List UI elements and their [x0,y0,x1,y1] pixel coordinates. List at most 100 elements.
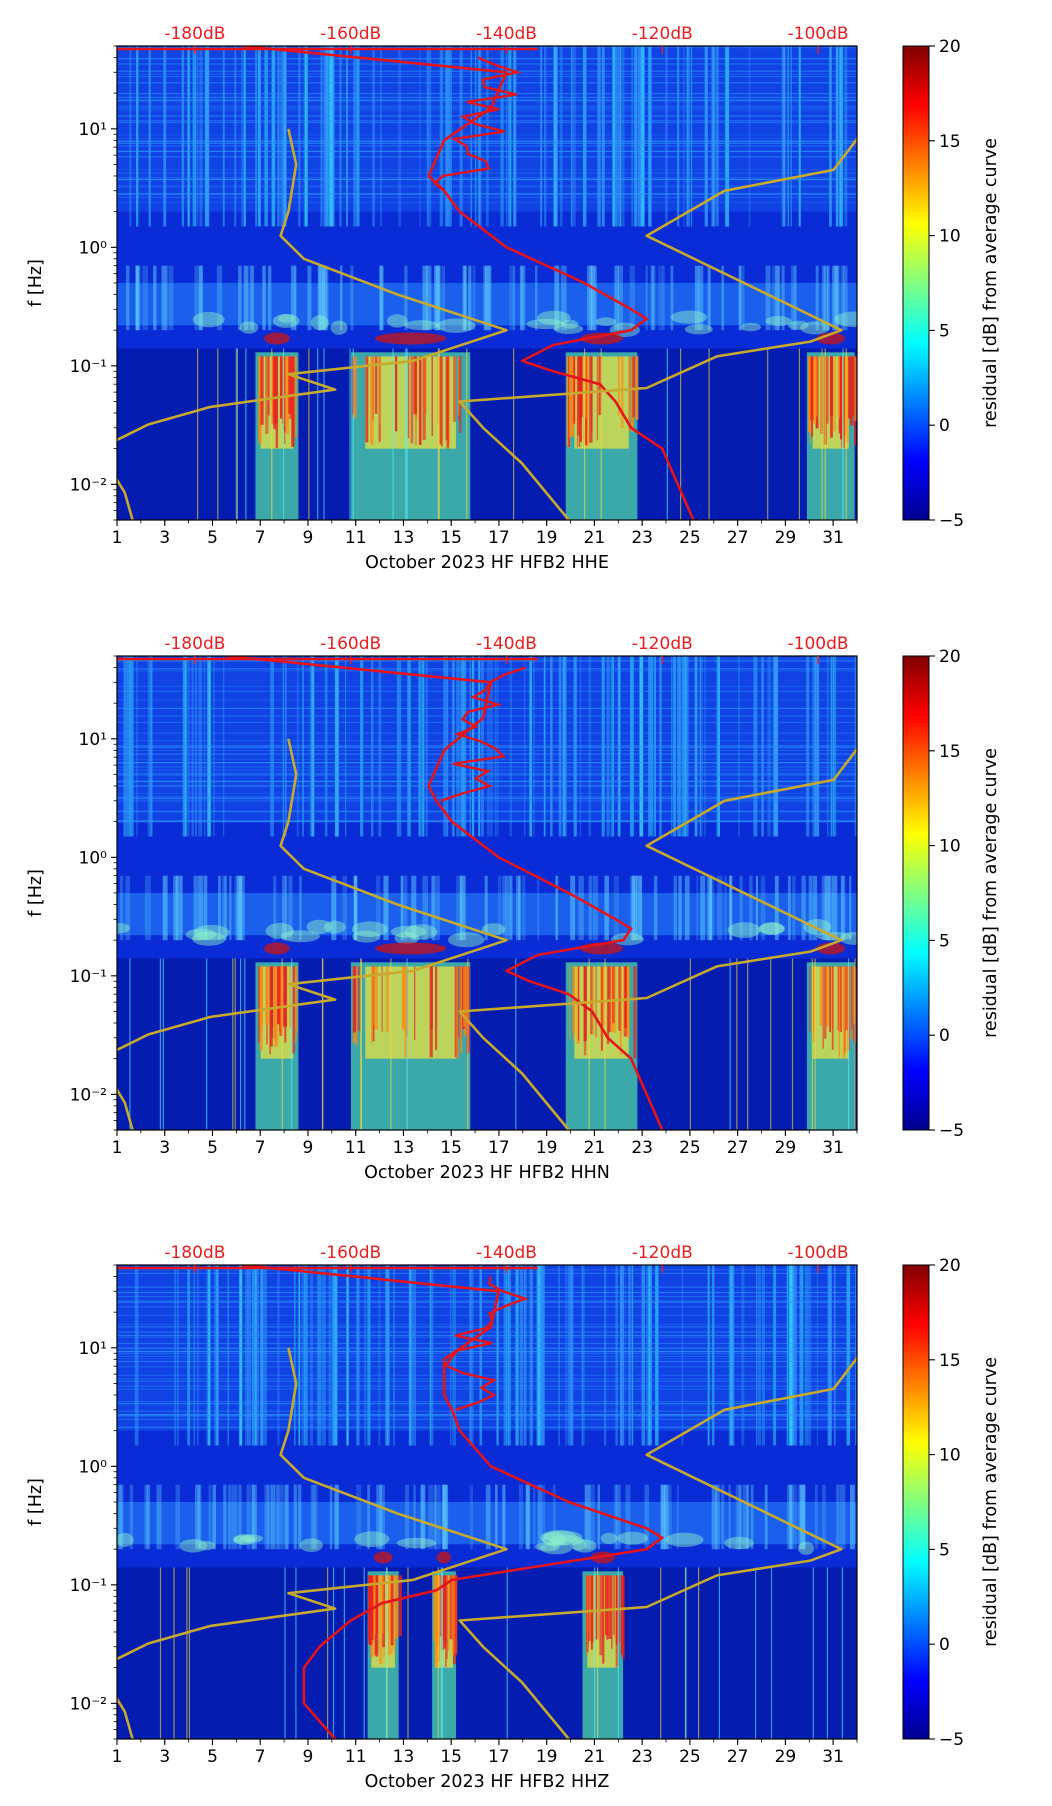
top-db-label: -120dB [632,1243,693,1263]
colorbar-tick-label: 15 [939,1351,961,1371]
x-tick-label: 27 [727,1138,749,1158]
top-db-label: -120dB [632,634,693,654]
colorbar-tick-label: 10 [939,227,961,247]
x-tick-label: 27 [727,528,749,548]
x-tick-label: 3 [159,1138,170,1158]
x-tick-label: 11 [345,1747,367,1767]
x-axis-title: October 2023 HF HFB2 HHN [364,1163,610,1183]
top-db-label: -100dB [788,1243,849,1263]
x-tick-label: 5 [207,1747,218,1767]
top-db-label: -160dB [320,1243,381,1263]
y-tick-label: 10⁰ [79,238,108,258]
x-tick-label: 11 [345,1138,367,1158]
x-tick-label: 19 [536,528,558,548]
x-tick-label: 17 [488,1747,510,1767]
colorbar-tick-label: 10 [939,837,961,857]
x-tick-label: 29 [775,1138,797,1158]
colorbar-tick-label: 20 [939,1256,961,1276]
x-tick-label: 3 [159,528,170,548]
low-noise-model-curve [117,128,508,520]
top-db-label: -140dB [476,634,537,654]
x-tick-label: 7 [255,1747,266,1767]
panel-hhe: 1 3 5 7 9 11 13 15 17 19 21 23 25 27 29 3110⁻²10⁻¹10⁰10… [26,24,1001,573]
x-tick-label: 21 [584,1747,606,1767]
y-tick-label: 10⁰ [79,1457,108,1477]
colorbar-tick-label: 20 [939,37,961,57]
x-tick-label: 9 [303,1138,314,1158]
spectrogram-plot [117,1265,857,1739]
x-tick-label: 13 [393,1747,415,1767]
colorbar-tick-label: 0 [939,416,950,436]
panel-hhn: 1 3 5 7 9 11 13 15 17 19 21 23 25 27 29 3110⁻²10⁻¹10⁰10… [26,634,1001,1183]
x-tick-label: 29 [775,1747,797,1767]
x-tick-label: 29 [775,528,797,548]
panel-hhz: 1 3 5 7 9 11 13 15 17 19 21 23 25 27 29 3110⁻²10⁻¹10⁰10… [26,1243,1001,1792]
colorbar: −5 0 5 10 15 20 residual [dB] from average cur… [902,1256,1001,1750]
x-tick-label: 1 [112,1747,123,1767]
x-tick-label: 23 [631,528,653,548]
y-tick-label: 10⁻² [70,475,107,495]
colorbar-tick-label: 10 [939,1446,961,1466]
colorbar-tick-label: −5 [939,1121,964,1141]
mean-spectrum-curve [225,656,664,1130]
x-tick-label: 1 [112,528,123,548]
colorbar: −5 0 5 10 15 20 residual [dB] from average cur… [902,647,1001,1141]
y-tick-label: 10⁻¹ [70,357,107,377]
spectrogram-plot [117,46,857,520]
x-tick-label: 25 [679,528,701,548]
y-axis-title: f [Hz] [26,869,46,917]
x-tick-label: 9 [303,528,314,548]
colorbar-label: residual [dB] from average curve [981,1357,1001,1647]
x-tick-label: 5 [207,1138,218,1158]
low-noise-model-curve [117,1347,508,1739]
colorbar-tick-label: 0 [939,1026,950,1046]
top-db-label: -140dB [476,24,537,44]
high-noise-model-curve [458,1355,857,1739]
x-tick-label: 7 [255,1138,266,1158]
x-tick-label: 25 [679,1138,701,1158]
x-tick-label: 9 [303,1747,314,1767]
x-tick-label: 31 [822,528,844,548]
x-axis-title: October 2023 HF HFB2 HHE [365,553,609,573]
x-tick-label: 11 [345,528,367,548]
mean-spectrum-curve [241,46,695,520]
y-tick-label: 10¹ [79,120,107,140]
colorbar-tick-label: 15 [939,742,961,762]
top-db-label: -180dB [164,634,225,654]
top-db-label: -160dB [320,24,381,44]
x-tick-label: 31 [822,1747,844,1767]
colorbar-tick-label: 15 [939,132,961,152]
high-noise-model-curve [458,136,857,520]
x-tick-label: 19 [536,1747,558,1767]
x-tick-label: 27 [727,1747,749,1767]
top-db-label: -180dB [164,24,225,44]
x-axis-title: October 2023 HF HFB2 HHZ [365,1772,610,1792]
colorbar-tick-label: 5 [939,1540,950,1560]
colorbar-label: residual [dB] from average curve [981,748,1001,1038]
x-tick-label: 23 [631,1138,653,1158]
top-db-label: -100dB [788,634,849,654]
mean-spectrum-hf-curve [432,56,523,192]
x-tick-label: 25 [679,1747,701,1767]
x-tick-label: 17 [488,528,510,548]
top-db-label: -120dB [632,24,693,44]
colorbar-tick-label: 0 [939,1635,950,1655]
y-axis-title: f [Hz] [26,1478,46,1526]
colorbar-label: residual [dB] from average curve [981,138,1001,428]
colorbar-tick-label: 5 [939,321,950,341]
x-tick-label: 19 [536,1138,558,1158]
x-tick-label: 17 [488,1138,510,1158]
x-tick-label: 31 [822,1138,844,1158]
y-tick-label: 10⁻² [70,1694,107,1714]
mean-spectrum-curve [241,1265,664,1739]
top-db-label: -100dB [788,24,849,44]
x-tick-label: 15 [440,1747,462,1767]
y-tick-label: 10¹ [79,730,107,750]
spectrogram-plot [117,656,857,1130]
colorbar-tick-label: 20 [939,647,961,667]
y-tick-label: 10⁻² [70,1085,107,1105]
low-noise-model-curve [117,738,508,1130]
y-tick-label: 10⁰ [79,848,108,868]
colorbar-tick-label: 5 [939,931,950,951]
